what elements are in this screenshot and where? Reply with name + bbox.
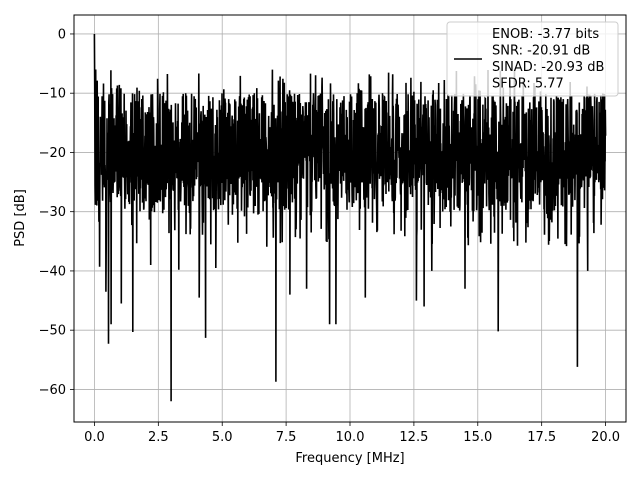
y-tick-label: −40 bbox=[39, 264, 66, 279]
x-tick-label: 2.5 bbox=[148, 430, 169, 445]
legend-line-2: SNR: -20.91 dB bbox=[492, 44, 590, 59]
legend-label: ENOB: -3.77 bits SNR: -20.91 dB SINAD: -20… bbox=[492, 27, 604, 92]
x-tick-label: 15.0 bbox=[463, 430, 492, 445]
legend: ENOB: -3.77 bits SNR: -20.91 dB SINAD: -20… bbox=[446, 21, 619, 97]
y-tick-label: −20 bbox=[39, 146, 66, 161]
y-tick-label: 0 bbox=[58, 27, 66, 42]
x-tick-label: 20.0 bbox=[591, 430, 620, 445]
legend-line-4: SFDR: 5.77 bbox=[492, 77, 564, 92]
x-tick-label: 10.0 bbox=[336, 430, 365, 445]
axis-ticks: 0.0 2.5 5.0 7.5 10.0 12.5 15.0 17.5 20.0 0 −10 −20 −… bbox=[39, 27, 620, 445]
x-axis-label: Frequency [MHz] bbox=[295, 451, 404, 466]
legend-box bbox=[446, 21, 619, 97]
y-tick-label: −30 bbox=[39, 205, 66, 220]
x-tick-label: 12.5 bbox=[399, 430, 428, 445]
y-tick-label: −50 bbox=[39, 324, 66, 339]
y-axis-label: PSD [dB] bbox=[13, 189, 28, 247]
x-tick-label: 5.0 bbox=[212, 430, 233, 445]
legend-line-3: SINAD: -20.93 dB bbox=[492, 60, 604, 75]
x-tick-label: 0.0 bbox=[84, 430, 105, 445]
y-tick-label: −60 bbox=[39, 383, 66, 398]
legend-line-1: ENOB: -3.77 bits bbox=[492, 27, 599, 42]
x-tick-label: 17.5 bbox=[527, 430, 556, 445]
x-tick-label: 7.5 bbox=[276, 430, 297, 445]
psd-series-line bbox=[93, 33, 607, 402]
y-tick-label: −10 bbox=[39, 87, 66, 102]
